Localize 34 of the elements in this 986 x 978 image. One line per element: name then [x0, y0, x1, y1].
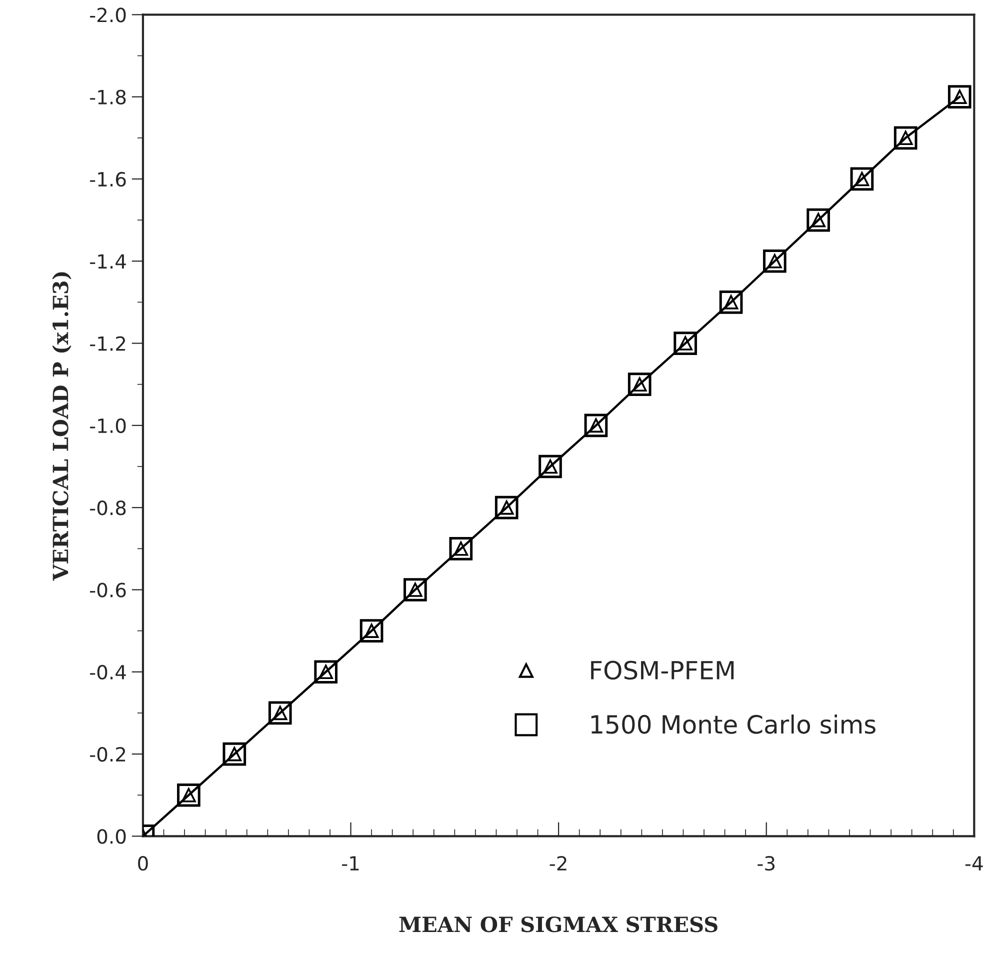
y-tick-label: -1.4 [90, 254, 126, 269]
point [538, 454, 562, 478]
x-tick-label: -4 [965, 856, 983, 870]
y-tick-label: -0.8 [90, 500, 126, 516]
point [894, 126, 918, 150]
point [268, 701, 292, 725]
y-tick-label: -2.0 [90, 8, 126, 22]
point [948, 85, 972, 108]
legend-label: 1500 Monte Carlo sims [591, 714, 876, 734]
y-axis-title: VERTICAL LOAD P (x1.E3) [52, 272, 72, 581]
legend-label: FOSM-PFEM [591, 660, 734, 680]
x-tick-label: 0 [138, 856, 148, 871]
y-tick-label: -0.2 [90, 746, 126, 762]
y-tick-label: -0.6 [90, 582, 126, 598]
point [494, 496, 518, 520]
point [404, 578, 427, 602]
point [628, 372, 652, 396]
point [850, 167, 874, 191]
point [674, 332, 697, 355]
point [449, 536, 473, 560]
x-tick-label: -1 [342, 856, 359, 870]
y-tick-label: -1.6 [90, 172, 126, 187]
point [222, 742, 246, 766]
y-tick-label: -1.2 [90, 336, 126, 351]
y-tick-label: -1.8 [90, 90, 126, 104]
point [584, 414, 608, 438]
point [719, 290, 743, 314]
point [360, 619, 384, 642]
x-axis-title: MEAN OF SIGMAX STRESS [399, 916, 718, 932]
x-tick-label: -3 [758, 856, 775, 871]
x-tick-label: -2 [550, 856, 566, 870]
y-tick-label: -0.4 [90, 664, 126, 680]
y-tick-label: 0.0 [97, 829, 126, 844]
y-tick-label: -1.0 [90, 418, 126, 434]
